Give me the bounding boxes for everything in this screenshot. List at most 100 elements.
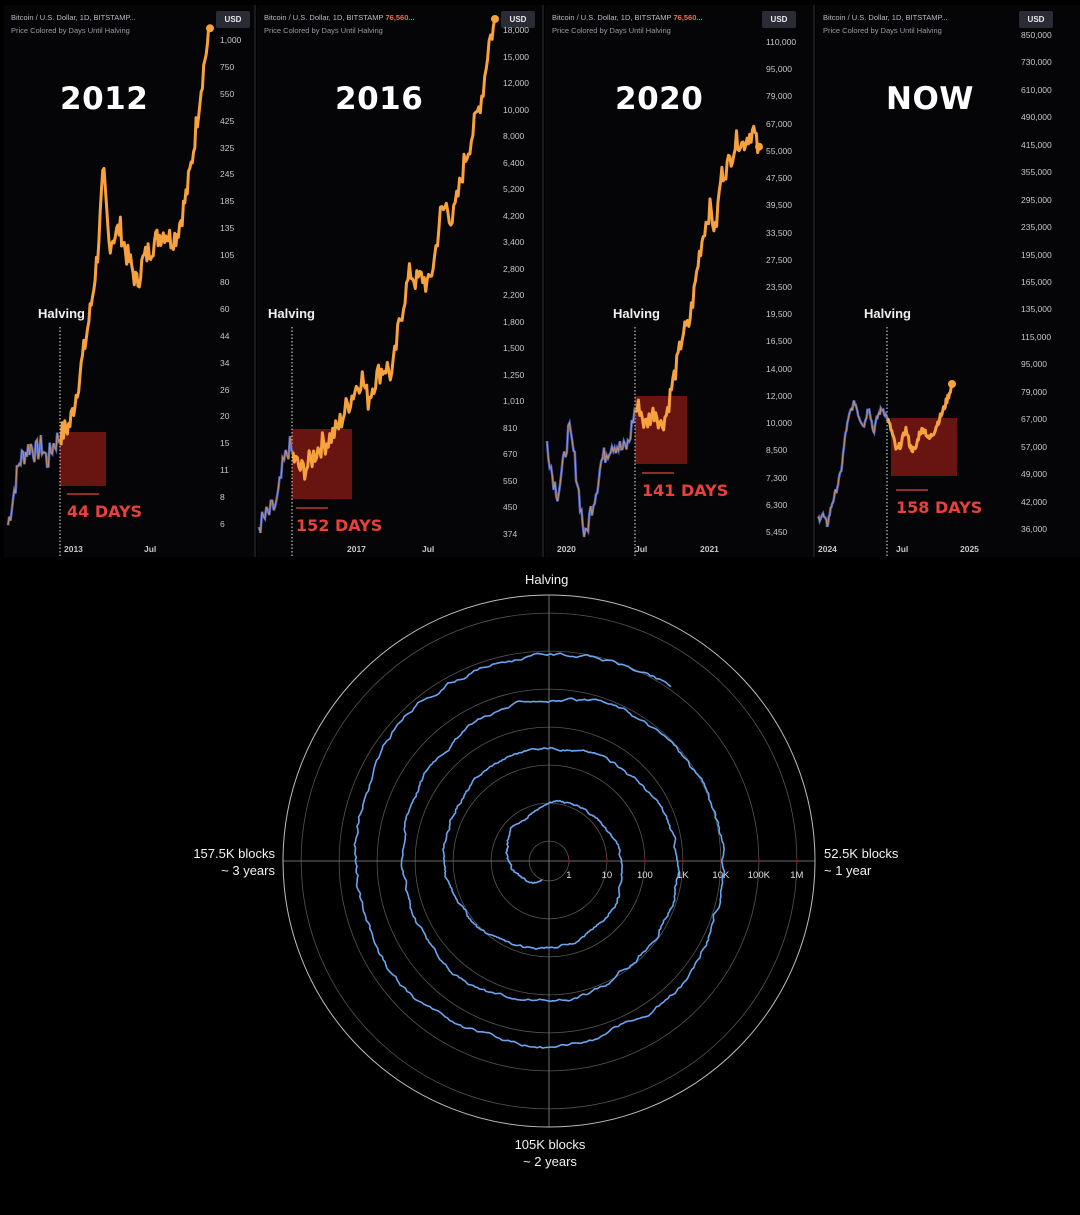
x-tick-label: 2024 [818,544,837,554]
x-tick-label: Jul [144,544,157,554]
y-tick-label: 670 [503,449,518,460]
chart-header: Bitcoin / U.S. Dollar, 1D, BITSTAMP 76,5… [552,13,703,22]
y-tick-label: 49,000 [1021,469,1047,480]
price-line-pre-halving [816,400,889,528]
latest-price-dot [491,14,499,23]
y-tick-label: 15 [220,438,230,449]
y-tick-label: 34 [220,357,230,368]
chart-header-symbol: Bitcoin / U.S. Dollar, 1D, BITSTAMP [264,13,386,22]
price-panel-2012: Bitcoin / U.S. Dollar, 1D, BITSTAMP... Pr… [4,5,256,557]
y-tick-label: 16,500 [766,336,792,347]
y-tick-label: 730,000 [1021,57,1052,68]
y-tick-label: 1,250 [503,369,525,380]
y-tick-label: 67,000 [1021,414,1047,425]
currency-button[interactable]: USD [501,11,535,28]
price-spiral-line [353,652,726,1049]
halving-label: Halving [864,306,911,321]
y-tick-label: 115,000 [1021,331,1052,342]
y-tick-label: 33,500 [766,227,792,238]
y-tick-label: 7,300 [766,472,788,483]
radial-tick-label: 1 [566,870,571,881]
cycle-year-title: 2016 [335,81,424,117]
days-until-halving-box [60,432,106,486]
y-tick-label: 10,000 [766,418,792,429]
days-until-halving-label: 44 DAYS [67,502,143,521]
y-tick-label: 12,000 [766,390,792,401]
radial-tick-label: 10K [712,870,730,881]
chart-header: Bitcoin / U.S. Dollar, 1D, BITSTAMP... [823,13,948,22]
chart-header: Bitcoin / U.S. Dollar, 1D, BITSTAMP... [11,13,136,22]
currency-button[interactable]: USD [216,11,250,28]
y-tick-label: 235,000 [1021,222,1052,233]
price-line [886,383,954,454]
y-tick-label: 4,200 [503,210,525,221]
halving-label: Halving [613,306,660,321]
y-tick-label: 5,450 [766,527,788,537]
y-tick-label: 1,800 [503,316,525,327]
y-tick-label: 295,000 [1021,194,1052,205]
days-until-halving-label: 158 DAYS [896,498,983,517]
y-tick-label: 6,300 [766,499,788,510]
y-tick-label: 195,000 [1021,249,1052,260]
chart-subtitle: Price Colored by Days Until Halving [823,26,942,35]
y-tick-label: 14,000 [766,363,792,374]
price-line-pre-halving-core [7,432,62,526]
y-tick-label: 810 [503,422,518,433]
y-tick-label: 95,000 [766,64,792,75]
x-tick-label: 2013 [64,544,83,554]
y-tick-label: 12,000 [503,78,529,89]
y-tick-label: 11 [220,465,229,476]
y-tick-label: 450 [503,502,518,513]
y-tick-label: 60 [220,303,230,314]
y-tick-label: 135,000 [1021,304,1052,315]
y-tick-label: 490,000 [1021,112,1052,123]
radial-tick-label: 100 [637,870,653,881]
chart-header-price: 76,560... [385,13,415,22]
y-tick-label: 105 [220,250,235,261]
days-until-halving-box [635,396,687,464]
price-panel-2020: Bitcoin / U.S. Dollar, 1D, BITSTAMP 76,5… [545,5,815,557]
y-tick-label: 6 [220,519,225,529]
currency-button[interactable]: USD [1019,11,1053,28]
y-tick-label: 374 [503,529,518,539]
price-panel-2016: Bitcoin / U.S. Dollar, 1D, BITSTAMP 76,5… [257,5,544,557]
y-tick-label: 550 [503,475,518,486]
y-tick-label: 6,400 [503,157,525,168]
price-plot [545,124,763,557]
price-line-pre-halving-core [258,436,294,534]
y-tick-label: 67,000 [766,118,792,129]
price-panel-now: Bitcoin / U.S. Dollar, 1D, BITSTAMP... Pr… [816,5,1080,557]
price-line-pre-halving [257,435,294,534]
chart-subtitle: Price Colored by Days Until Halving [11,26,130,35]
polar-label-1-year: 52.5K blocks ~ 1 year [824,846,899,878]
y-tick-label: 8 [220,492,225,503]
y-tick-label: 415,000 [1021,139,1052,150]
y-tick-label: 20 [220,411,230,422]
x-tick-label: 2021 [700,544,719,554]
y-tick-label: 1,500 [503,343,525,354]
y-tick-label: 44 [220,330,230,341]
radial-tick-label: 1K [677,870,689,881]
price-line [59,24,212,446]
currency-button[interactable]: USD [762,11,796,28]
y-tick-label: 57,000 [1021,441,1047,452]
price-plot [6,24,214,557]
y-tick-label: 5,200 [503,184,525,195]
price-plot [257,14,499,557]
y-tick-label: 42,000 [1021,496,1047,507]
days-until-halving-label: 141 DAYS [642,481,729,500]
polar-label-2-years: 105K blocks ~ 2 years [514,1137,586,1169]
price-line-pre-halving-core [546,408,637,537]
radial-tick-label: 1M [790,870,803,881]
x-tick-label: 2017 [347,544,366,554]
price-line-pre-halving [545,406,637,538]
price-line-pre-halving-core [817,400,888,527]
chart-header-symbol: Bitcoin / U.S. Dollar, 1D, BITSTAMP... [11,13,136,22]
y-tick-label: 8,000 [503,131,525,142]
chart-subtitle: Price Colored by Days Until Halving [264,26,383,35]
chart-header: Bitcoin / U.S. Dollar, 1D, BITSTAMP 76,5… [264,13,415,22]
y-tick-label: 10,000 [503,104,529,115]
y-tick-label: 750 [220,61,235,72]
y-tick-label: 27,500 [766,254,792,265]
x-tick-label: Jul [635,544,648,554]
